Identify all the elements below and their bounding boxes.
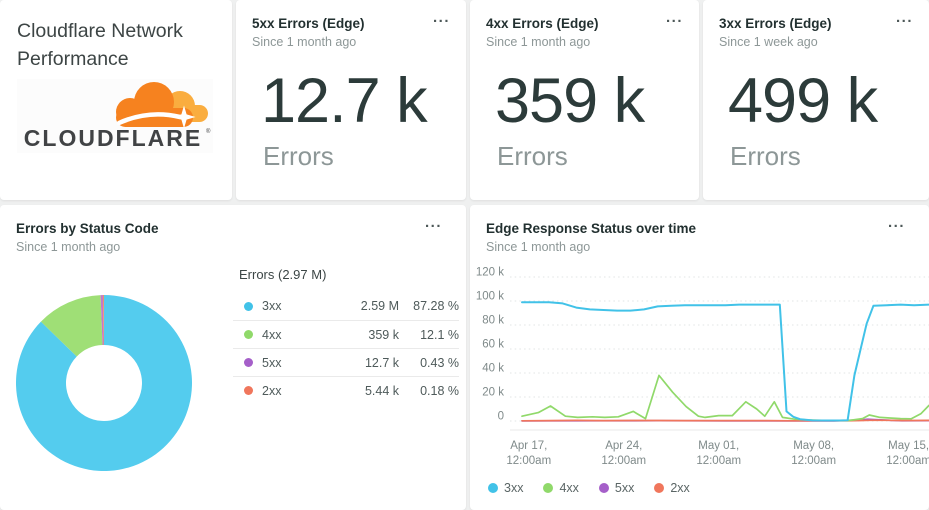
metric-value: 359 k xyxy=(495,66,645,136)
metric-value: 12.7 k xyxy=(261,66,428,136)
card-title: Errors by Status Code xyxy=(16,221,159,236)
legend-dot-icon xyxy=(244,301,253,311)
series-line-3xx xyxy=(521,301,929,422)
legend-dot-icon xyxy=(244,358,253,367)
legend-value: 2.59 M xyxy=(360,299,399,313)
legend-label: 3xx xyxy=(504,481,524,495)
card-menu-icon[interactable]: ... xyxy=(887,214,905,231)
series-line-2xx xyxy=(521,419,929,422)
x-axis-label: May 08, 12:00am xyxy=(791,440,836,467)
metric-unit: Errors xyxy=(497,141,568,171)
legend-label: 5xx xyxy=(262,355,282,370)
metric-card-4xx: 4xx Errors (Edge) Since 1 month ago ... … xyxy=(470,0,699,200)
chart-legend-item-4xx[interactable]: 4xx xyxy=(543,481,579,495)
x-axis-label: Apr 17, 12:00am xyxy=(506,440,551,467)
card-title: 3xx Errors (Edge) xyxy=(719,16,832,31)
timeseries-card: Edge Response Status over time Since 1 m… xyxy=(470,205,929,510)
legend-label: 5xx xyxy=(614,481,635,495)
y-axis-label: 80 k xyxy=(482,315,504,327)
chart-legend-item-2xx[interactable]: 2xx xyxy=(654,481,690,495)
card-title: 4xx Errors (Edge) xyxy=(486,16,599,31)
legend-percent: 0.43 % xyxy=(420,355,459,370)
card-subtitle: Since 1 week ago xyxy=(719,35,818,49)
y-axis-label: 120 k xyxy=(476,267,504,279)
metric-value: 499 k xyxy=(728,66,878,136)
legend-percent: 12.1 % xyxy=(420,327,459,342)
metric-unit: Errors xyxy=(730,141,801,171)
legend-percent: 0.18 % xyxy=(420,383,459,398)
branding-card: Cloudflare Network Performance CLOUDFLAR… xyxy=(0,0,232,200)
metric-card-5xx: 5xx Errors (Edge) Since 1 month ago ... … xyxy=(236,0,466,200)
metric-unit: Errors xyxy=(263,141,334,171)
legend-dot-icon xyxy=(244,386,253,395)
metric-card-3xx: 3xx Errors (Edge) Since 1 week ago ... 4… xyxy=(703,0,929,200)
card-subtitle: Since 1 month ago xyxy=(486,240,591,254)
pie-legend-row-3xx[interactable]: 3xx 2.59 M 87.28 % xyxy=(233,292,459,320)
legend-dot-icon xyxy=(598,483,609,493)
donut-chart[interactable] xyxy=(16,295,192,471)
card-subtitle: Since 1 month ago xyxy=(486,35,591,49)
donut-slice-3xx[interactable] xyxy=(16,295,192,471)
pie-card: Errors by Status Code Since 1 month ago … xyxy=(0,205,466,510)
registered-mark: ® xyxy=(206,128,211,135)
y-axis-label: 40 k xyxy=(482,363,504,375)
pie-legend-row-4xx[interactable]: 4xx 359 k 12.1 % xyxy=(233,320,459,348)
legend-dot-icon xyxy=(654,483,665,493)
chart-legend-item-5xx[interactable]: 5xx xyxy=(598,481,635,495)
x-axis-label: May 15, 12:00am xyxy=(886,440,929,467)
line-chart[interactable]: 120 k 100 k 80 k 60 k 40 k 20 k 0 Apr 17, 12:00a… xyxy=(470,265,929,480)
card-menu-icon[interactable]: ... xyxy=(665,9,683,26)
dashboard-title: Cloudflare Network Performance xyxy=(17,20,183,70)
cloudflare-wordmark: CLOUDFLARE xyxy=(24,125,202,151)
cloudflare-logo: CLOUDFLARE ® xyxy=(17,79,213,153)
card-title: Edge Response Status over time xyxy=(486,221,697,236)
card-subtitle: Since 1 month ago xyxy=(16,240,121,254)
cloud-icon xyxy=(116,82,208,129)
pie-legend-row-5xx[interactable]: 5xx 12.7 k 0.43 % xyxy=(233,348,459,376)
legend-label: 4xx xyxy=(262,327,282,342)
legend-dot-icon xyxy=(488,483,498,493)
donut-slice-4xx[interactable] xyxy=(40,295,103,357)
x-axis-label: May 01, 12:00am xyxy=(696,440,741,467)
legend-dot-icon xyxy=(244,330,253,339)
series-line-4xx xyxy=(521,374,929,422)
y-axis-label: 100 k xyxy=(476,291,504,303)
chart-legend: 3xx 4xx 5xx 2xx xyxy=(488,481,690,495)
cloudflare-logo-image: CLOUDFLARE ® xyxy=(24,82,211,151)
pie-legend-header: Errors (2.97 M) xyxy=(239,267,327,282)
card-menu-icon[interactable]: ... xyxy=(424,214,442,231)
pie-legend-table: Errors (2.97 M) 3xx 2.59 M 87.28 % 4xx 359 k… xyxy=(233,267,459,404)
card-menu-icon[interactable]: ... xyxy=(895,9,913,26)
y-axis-label: 20 k xyxy=(482,387,504,399)
pie-legend-rows: 3xx 2.59 M 87.28 % 4xx 359 k 12.1 % 5xx 12.7 k 0… xyxy=(233,292,459,404)
y-axis-label: 60 k xyxy=(482,339,504,351)
card-title: 5xx Errors (Edge) xyxy=(252,16,365,31)
pie-legend-row-2xx[interactable]: 2xx 5.44 k 0.18 % xyxy=(233,376,459,404)
legend-label: 4xx xyxy=(559,481,579,495)
legend-value: 359 k xyxy=(368,327,399,342)
legend-label: 3xx xyxy=(262,299,282,313)
legend-dot-icon xyxy=(543,483,554,493)
card-menu-icon[interactable]: ... xyxy=(432,9,450,26)
donut-slice-5xx[interactable] xyxy=(100,295,104,346)
card-subtitle: Since 1 month ago xyxy=(252,35,357,49)
chart-legend-item-3xx[interactable]: 3xx xyxy=(488,481,523,495)
legend-percent: 87.28 % xyxy=(413,299,459,313)
legend-label: 2xx xyxy=(670,481,690,495)
legend-value: 12.7 k xyxy=(364,355,399,370)
legend-value: 5.44 k xyxy=(364,383,399,398)
x-axis-label: Apr 24, 12:00am xyxy=(601,440,646,467)
y-axis-label: 0 xyxy=(498,411,504,423)
donut-slice-2xx[interactable] xyxy=(102,295,104,345)
legend-label: 2xx xyxy=(262,383,282,398)
